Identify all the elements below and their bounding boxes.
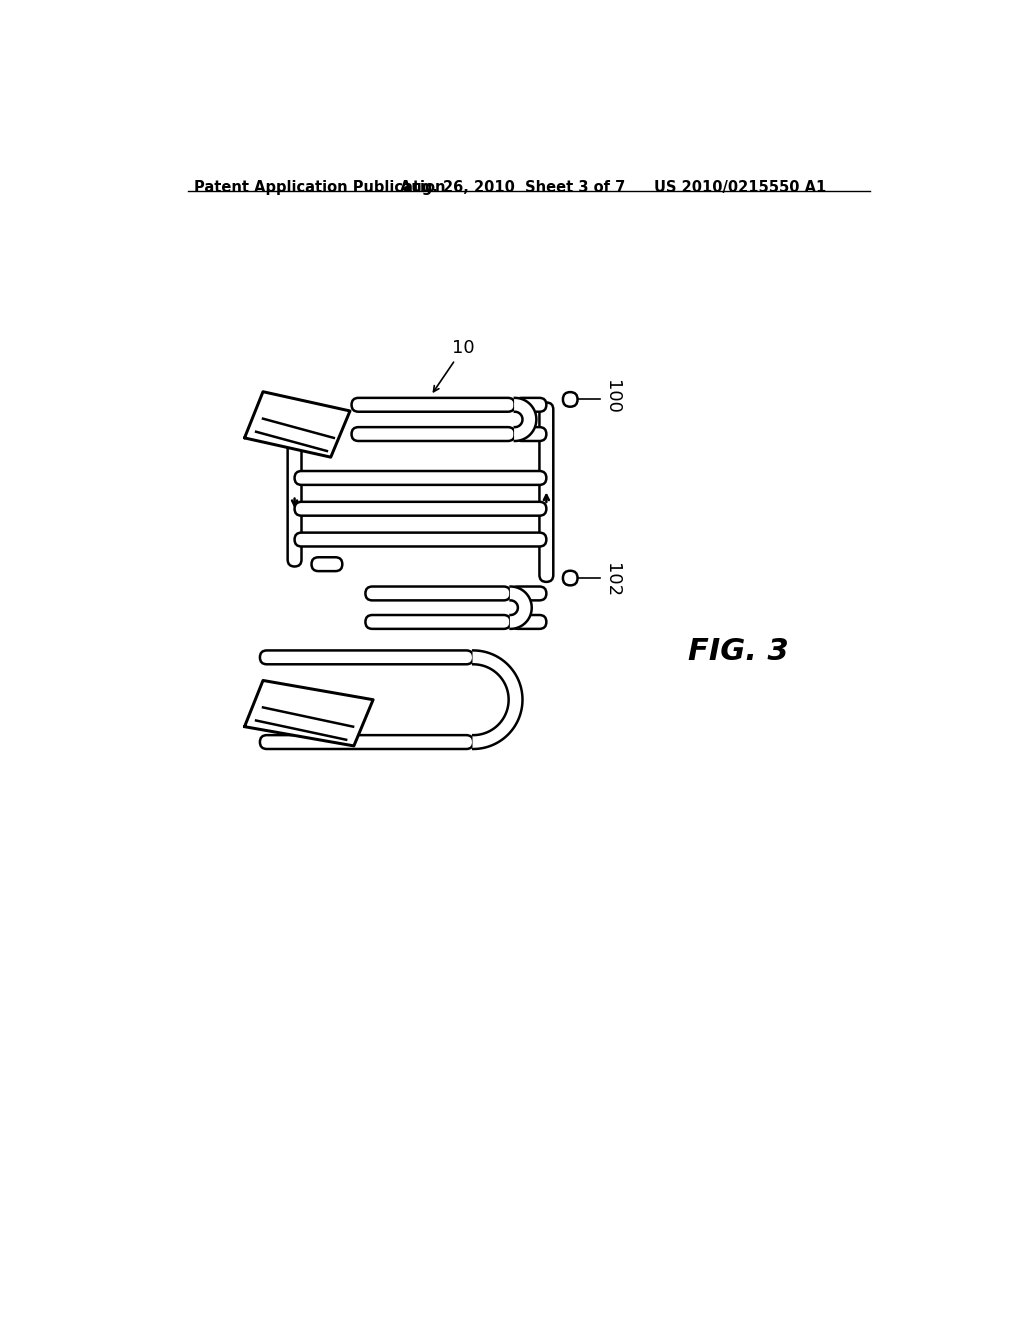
FancyBboxPatch shape <box>563 570 578 585</box>
FancyBboxPatch shape <box>351 428 515 441</box>
FancyBboxPatch shape <box>366 586 511 601</box>
FancyBboxPatch shape <box>260 735 473 748</box>
FancyBboxPatch shape <box>295 502 547 516</box>
Polygon shape <box>473 651 522 748</box>
Text: 10: 10 <box>433 339 474 392</box>
Text: Aug. 26, 2010  Sheet 3 of 7: Aug. 26, 2010 Sheet 3 of 7 <box>400 180 626 195</box>
Text: Patent Application Publication: Patent Application Publication <box>194 180 445 195</box>
FancyBboxPatch shape <box>351 397 515 412</box>
FancyBboxPatch shape <box>511 586 547 601</box>
FancyBboxPatch shape <box>366 615 511 628</box>
Text: US 2010/0215550 A1: US 2010/0215550 A1 <box>654 180 826 195</box>
Polygon shape <box>515 397 537 441</box>
FancyBboxPatch shape <box>563 392 578 407</box>
FancyBboxPatch shape <box>295 471 547 484</box>
FancyBboxPatch shape <box>295 533 547 546</box>
Text: 100: 100 <box>603 380 622 414</box>
FancyBboxPatch shape <box>311 557 342 572</box>
Text: FIG. 3: FIG. 3 <box>688 636 790 665</box>
Polygon shape <box>511 586 531 628</box>
FancyBboxPatch shape <box>260 651 473 664</box>
FancyBboxPatch shape <box>288 434 301 566</box>
FancyBboxPatch shape <box>515 428 547 441</box>
FancyBboxPatch shape <box>515 397 547 412</box>
Polygon shape <box>245 681 373 746</box>
FancyBboxPatch shape <box>511 615 547 628</box>
Text: 102: 102 <box>603 564 622 598</box>
FancyBboxPatch shape <box>540 403 553 582</box>
Polygon shape <box>245 392 350 457</box>
